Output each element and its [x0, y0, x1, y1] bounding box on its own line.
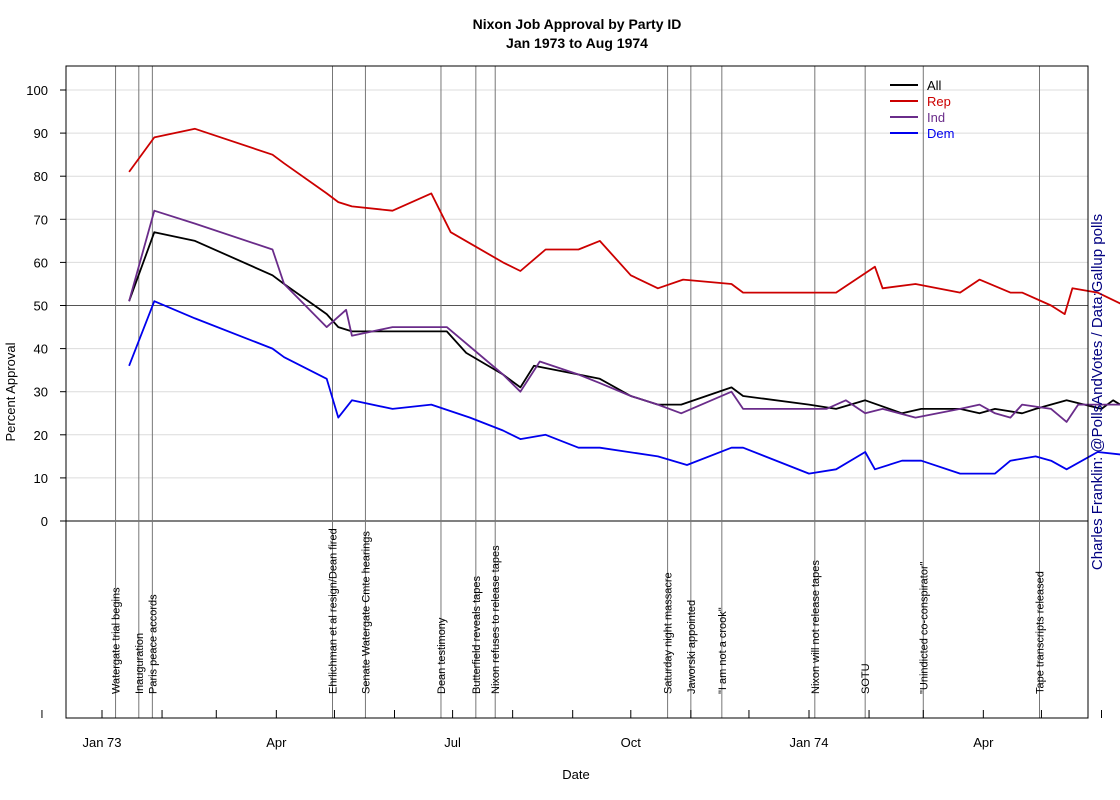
credit-text: Charles Franklin: @PollsAndVotes / Data:… — [1089, 214, 1106, 570]
y-tick-label: 70 — [34, 212, 48, 227]
legend-label: All — [927, 78, 942, 93]
x-tick-label: Apr — [973, 735, 994, 750]
series-line-ind — [128, 209, 1120, 423]
y-tick-label: 0 — [41, 514, 48, 529]
chart-subtitle: Jan 1973 to Aug 1974 — [506, 35, 648, 51]
y-tick-label: 60 — [34, 255, 48, 270]
series-line-all — [128, 231, 1120, 415]
series-line-dem — [128, 300, 1120, 475]
event-label: Jaworski appointed — [686, 600, 698, 694]
y-axis-label: Percent Approval — [3, 342, 18, 441]
y-tick-label: 50 — [34, 299, 48, 314]
chart-title: Nixon Job Approval by Party ID — [473, 16, 682, 32]
event-label: "Unindicted co-conspirator" — [918, 561, 930, 694]
event-label: Inauguration — [134, 633, 146, 694]
event-label: Butterfield reveals tapes — [471, 575, 483, 694]
series-line-rep — [128, 127, 1120, 316]
event-label: Nixon refuses to release tapes — [490, 545, 502, 694]
event-label: Dean testimony — [436, 617, 448, 694]
x-tick-label: Jan 73 — [82, 735, 121, 750]
y-tick-label: 30 — [34, 385, 48, 400]
legend-label: Rep — [927, 94, 951, 109]
y-tick-label: 40 — [34, 342, 48, 357]
y-tick-label: 90 — [34, 126, 48, 141]
y-tick-label: 20 — [34, 428, 48, 443]
event-label: Nixon will not release tapes — [810, 560, 822, 694]
event-label: Senate Watergate Cmte hearings — [360, 531, 372, 694]
event-label: SOTU — [860, 663, 872, 694]
y-tick-label: 80 — [34, 169, 48, 184]
x-tick-label: Oct — [621, 735, 642, 750]
gridlines — [66, 89, 1088, 522]
y-tick-label: 100 — [26, 83, 48, 98]
y-axis: 0 10 20 30 40 50 60 70 80 90 100 — [26, 83, 66, 529]
legend-label: Dem — [927, 126, 954, 141]
event-label: Saturday night massacre — [663, 572, 675, 694]
event-label: "I am not a crook" — [717, 607, 729, 694]
event-label: Paris peace accords — [147, 594, 159, 694]
x-tick-label: Jan 74 — [789, 735, 828, 750]
legend-label: Ind — [927, 110, 945, 125]
y-tick-label: 10 — [34, 471, 48, 486]
x-tick-label: Apr — [266, 735, 287, 750]
x-axis-label: Date — [562, 767, 589, 782]
event-label: Watergate trial begins — [111, 587, 123, 694]
x-tick-label: Jul — [444, 735, 461, 750]
event-markers: Watergate trial begins Inauguration Paris … — [111, 66, 1047, 718]
series-lines — [128, 127, 1120, 475]
event-label: Tape transcripts released — [1035, 571, 1047, 694]
event-label: Ehrlichman et al resign/Dean fired — [328, 528, 340, 694]
